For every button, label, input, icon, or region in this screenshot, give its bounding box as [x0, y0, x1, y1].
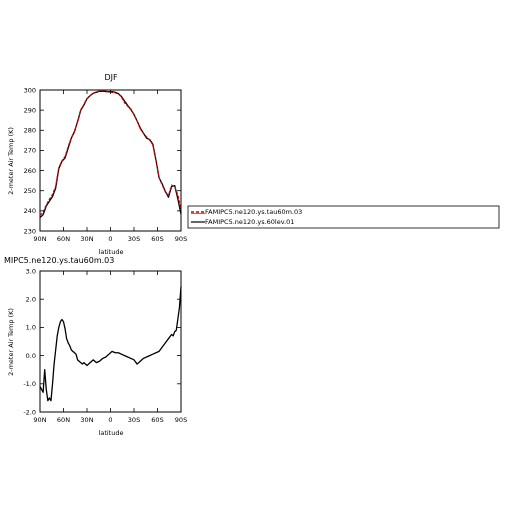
top-y-tick-label: 280: [24, 127, 36, 135]
bottom-y-tick-label: -1.0: [23, 380, 36, 388]
bottom-x-tick-label: 60N: [57, 416, 70, 424]
bottom-x-tick-label: 60S: [151, 416, 163, 424]
legend-box: [187, 205, 500, 229]
top-series-line-0: [39, 89, 182, 216]
bottom-x-tick-label: 30N: [80, 416, 93, 424]
bottom-panel-title: MIPC5.ne120.ys.tau60m.03: [4, 256, 114, 265]
bottom-y-tick-label: -2.0: [23, 408, 36, 416]
top-panel-ticks-group: 90N 60N 30N 0 30S 60S 90S 230 240 250 260 270 280 290…: [24, 86, 188, 243]
top-y-tick-label: 250: [24, 187, 36, 195]
top-x-tick-label: 60N: [57, 235, 70, 243]
top-panel-djf: DJF 90N 60N 30N 0 30S 60S 90S 230 240 250 260 270 28…: [7, 73, 187, 256]
bottom-panel-x-axis-label: latitude: [99, 429, 124, 437]
top-x-tick-label: 90S: [175, 235, 187, 243]
bottom-panel-difference: MIPC5.ne120.ys.tau60m.03 90N 60N 30N 0 30S 60…: [4, 256, 187, 437]
top-x-tick-label: 90N: [33, 235, 46, 243]
bottom-series-line-0: [39, 286, 182, 402]
bottom-panel-series-group: [39, 286, 182, 402]
top-panel-x-axis-label: latitude: [99, 248, 124, 256]
bottom-x-tick-label: 90N: [33, 416, 46, 424]
bottom-x-tick-label: 90S: [175, 416, 187, 424]
bottom-panel-ticks-group: 90N 60N 30N 0 30S 60S 90S -2.0 -1.0 0.0 1.0 2.0 3.0: [23, 267, 187, 424]
top-y-tick-label: 230: [24, 227, 36, 235]
top-y-tick-label: 270: [24, 147, 36, 155]
top-x-tick-label: 0: [108, 235, 112, 243]
top-x-tick-label: 60S: [151, 235, 163, 243]
legend: FAMIPC5.ne120.ys.tau60m.03 FAMIPC5.ne120…: [187, 205, 500, 229]
top-y-tick-label: 300: [24, 86, 36, 94]
legend-label-tau60m: FAMIPC5.ne120.ys.tau60m.03: [205, 208, 302, 216]
top-series-line-1: [39, 90, 182, 218]
top-y-tick-label: 260: [24, 167, 36, 175]
top-panel-y-axis-label: 2-meter Air Temp (K): [7, 127, 15, 195]
top-panel-plot-frame: [39, 89, 182, 232]
bottom-y-tick-label: 2.0: [26, 296, 36, 304]
bottom-y-tick-label: 3.0: [26, 267, 36, 275]
bottom-y-tick-label: 1.0: [26, 324, 36, 332]
top-panel-title: DJF: [104, 73, 118, 82]
legend-label-60lev: FAMIPC5.ne120.ys.60lev.01: [205, 218, 294, 226]
top-y-tick-label: 290: [24, 106, 36, 114]
bottom-x-tick-label: 30S: [128, 416, 140, 424]
bottom-panel-y-axis-label: 2-meter Air Temp (K): [7, 308, 15, 376]
top-x-tick-label: 30S: [128, 235, 140, 243]
bottom-x-tick-label: 0: [108, 416, 112, 424]
top-panel-series-group: [39, 89, 182, 218]
top-x-tick-label: 30N: [80, 235, 93, 243]
bottom-y-tick-label: 0.0: [26, 352, 36, 360]
bottom-panel-plot-frame: [39, 270, 182, 413]
top-y-tick-label: 240: [24, 207, 36, 215]
